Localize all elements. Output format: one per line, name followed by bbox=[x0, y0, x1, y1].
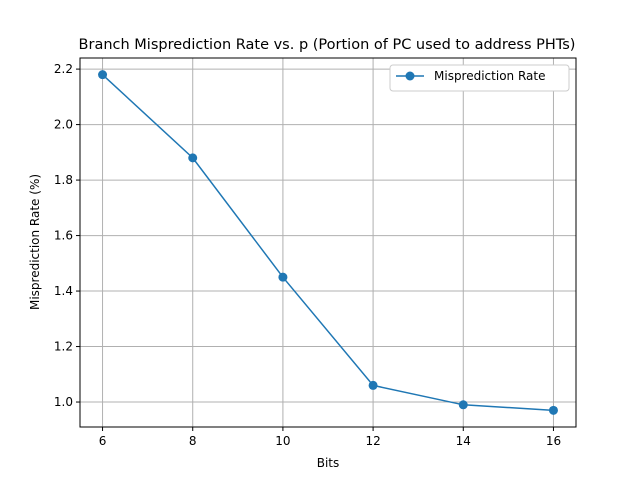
legend: Misprediction Rate bbox=[389, 64, 570, 92]
legend-marker-swatch bbox=[405, 71, 415, 81]
x-tick-label: 14 bbox=[456, 434, 471, 448]
y-tick-label: 2.2 bbox=[54, 62, 73, 76]
y-tick-label: 1.8 bbox=[54, 173, 73, 187]
data-point bbox=[98, 70, 108, 80]
data-point bbox=[458, 400, 468, 410]
x-tick-label: 8 bbox=[189, 434, 197, 448]
y-axis-label: Misprediction Rate (%) bbox=[28, 174, 42, 310]
y-tick-label: 1.4 bbox=[54, 284, 73, 298]
legend-box bbox=[389, 64, 570, 92]
data-point bbox=[188, 153, 198, 163]
x-tick-label: 16 bbox=[546, 434, 561, 448]
y-tick-label: 1.0 bbox=[54, 395, 73, 409]
axis-ticks: 6 8 10 12 14 16 1.0 1.2 1.4 1.6 1.8 2.0 2.2 bbox=[54, 62, 561, 448]
x-tick-label: 12 bbox=[365, 434, 380, 448]
y-tick-label: 2.0 bbox=[54, 118, 73, 132]
data-series bbox=[98, 70, 558, 415]
x-axis-label: Bits bbox=[317, 456, 340, 470]
x-tick-label: 10 bbox=[275, 434, 290, 448]
plot-frame bbox=[79, 57, 577, 428]
grid-lines bbox=[80, 58, 576, 427]
x-tick-label: 6 bbox=[99, 434, 107, 448]
y-tick-label: 1.2 bbox=[54, 340, 73, 354]
chart-title: Branch Misprediction Rate vs. p (Portion… bbox=[79, 37, 576, 53]
series-line bbox=[102, 74, 554, 412]
data-point bbox=[548, 405, 558, 415]
y-tick-label: 1.6 bbox=[54, 229, 73, 243]
data-point bbox=[278, 272, 288, 282]
data-point bbox=[368, 380, 378, 390]
legend-label: Misprediction Rate bbox=[434, 69, 545, 83]
